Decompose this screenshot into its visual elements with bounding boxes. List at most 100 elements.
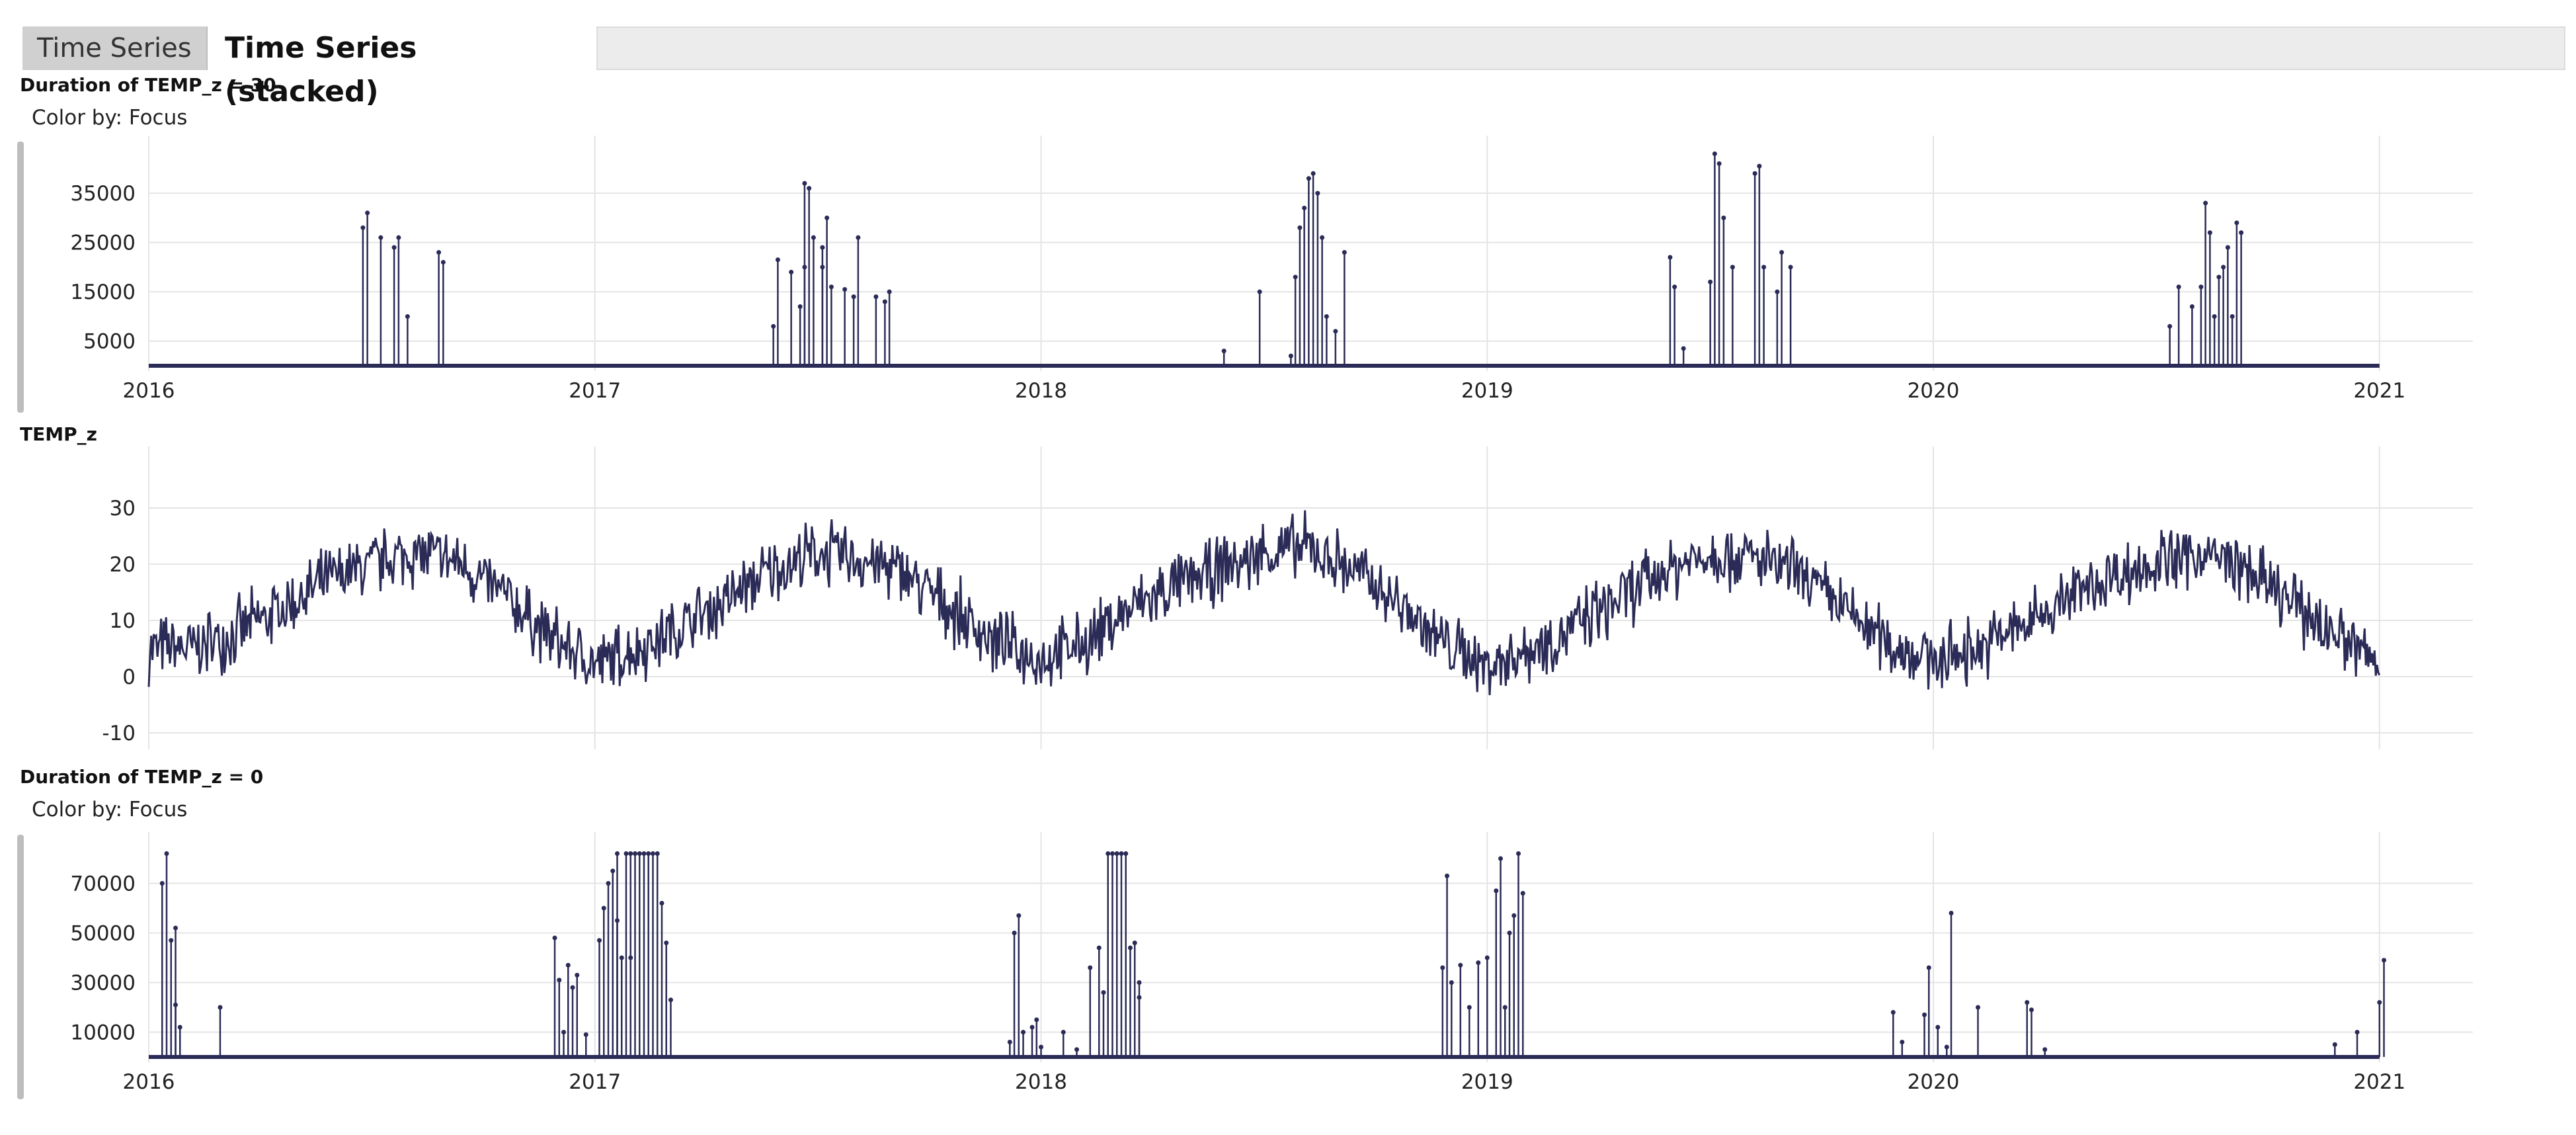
spike-point	[1494, 888, 1499, 894]
spike-point	[2167, 323, 2173, 329]
panel-scroll-handle-1[interactable]	[17, 142, 24, 413]
spike-point	[1297, 225, 1303, 230]
spike-point	[842, 286, 848, 292]
spike-point	[811, 235, 816, 240]
spike-point	[1074, 1047, 1079, 1052]
spike-point	[1106, 851, 1111, 856]
spike-point	[552, 935, 557, 941]
spike-point	[2176, 284, 2181, 290]
spike-point	[218, 1005, 223, 1010]
spike-point	[2029, 1007, 2034, 1013]
spike-point	[614, 918, 620, 923]
spike-point	[1757, 163, 1762, 169]
spike-point	[650, 851, 655, 856]
spike-point	[659, 901, 664, 905]
spike-point	[882, 299, 887, 304]
spike-point	[619, 955, 624, 960]
spike-point	[601, 905, 606, 911]
spike-point	[614, 851, 620, 856]
y-tick-label: 30	[110, 497, 136, 521]
spike-point	[1890, 1010, 1896, 1015]
y-tick-label: 10	[110, 609, 136, 633]
tab-time-series-stacked[interactable]: Time Series (stacked)	[210, 26, 594, 108]
spike-point	[2025, 1000, 2030, 1005]
spike-point	[575, 972, 580, 978]
x-tick-label: 2019	[1461, 1070, 1513, 1094]
spike-point	[1445, 873, 1450, 878]
spike-point	[1012, 931, 1017, 935]
spike-point	[1440, 965, 1445, 970]
spike-point	[2221, 265, 2226, 270]
spike-point	[1257, 289, 1262, 294]
spike-point	[2225, 245, 2230, 250]
spike-point	[1672, 284, 1677, 290]
spike-point	[825, 215, 830, 220]
panel-title-duration-30: Duration of TEMP_z = 30	[20, 74, 276, 96]
spike-point	[1708, 279, 1713, 284]
spike-point	[164, 851, 169, 856]
spike-point	[851, 294, 856, 300]
x-tick-label: 2018	[1015, 1070, 1067, 1094]
spike-point	[1132, 941, 1137, 945]
spike-point	[1476, 960, 1481, 965]
tab-time-series[interactable]: Time Series	[22, 26, 208, 70]
spike-point	[775, 257, 780, 263]
spike-point	[1976, 1005, 1981, 1010]
panel-title-temp-z: TEMP_z	[20, 423, 97, 445]
spike-point	[2203, 200, 2208, 206]
spike-point	[405, 314, 410, 319]
spike-point	[1302, 205, 1307, 210]
spike-point	[1293, 274, 1298, 280]
spike-point	[1016, 913, 1022, 918]
spike-point	[597, 938, 602, 943]
spike-point	[1502, 1005, 1508, 1010]
color-by-label-3: Color by: Focus	[32, 798, 188, 821]
spike-point	[1333, 329, 1338, 334]
spike-point	[1109, 851, 1115, 856]
spike-point	[173, 925, 178, 931]
y-tick-label: -10	[102, 722, 136, 745]
spike-point	[1926, 965, 1931, 970]
spike-point	[637, 851, 642, 856]
spike-point	[664, 941, 669, 945]
tab-bar-filler	[596, 26, 2565, 70]
spike-point	[828, 284, 834, 290]
spike-point	[2207, 230, 2212, 235]
spike-point	[606, 881, 611, 886]
x-tick-label: 2017	[569, 379, 621, 403]
spike-point	[610, 868, 616, 874]
panel-scroll-handle-3[interactable]	[17, 835, 24, 1099]
panel-title-duration-0: Duration of TEMP_z = 0	[20, 766, 264, 788]
tab-bar: Time Series Time Series (stacked)	[0, 0, 2576, 108]
spike-point	[2216, 274, 2222, 280]
spike-point	[1137, 980, 1142, 985]
spike-point	[1324, 314, 1329, 319]
spike-point	[2230, 314, 2235, 319]
spike-point	[1114, 851, 1119, 856]
x-tick-label: 2019	[1461, 379, 1513, 403]
spike-point	[1668, 255, 1673, 260]
spike-point	[2239, 230, 2244, 235]
spike-point	[641, 851, 647, 856]
y-tick-label: 70000	[70, 872, 136, 896]
spike-point	[646, 851, 651, 856]
spike-point	[1761, 265, 1767, 270]
spike-point	[2198, 284, 2204, 290]
x-tick-label: 2021	[2353, 1070, 2405, 1094]
spike-point	[1752, 171, 1757, 176]
chart-temp-z: -10 0 10 20 30	[102, 446, 2473, 749]
x-tick-label: 2021	[2353, 379, 2405, 403]
spike-point	[1775, 289, 1780, 294]
spike-point	[1788, 265, 1793, 270]
spike-point	[391, 245, 397, 250]
spike-point	[1458, 962, 1463, 968]
spike-point	[1310, 171, 1316, 176]
spike-point	[628, 851, 633, 856]
spike-point	[1315, 190, 1320, 196]
spike-point	[173, 1002, 178, 1007]
spike-point	[1221, 349, 1227, 354]
spike-point	[1716, 161, 1722, 166]
y-tick-label: 25000	[70, 231, 136, 255]
spike-point	[378, 235, 383, 240]
spike-point	[1127, 945, 1133, 950]
